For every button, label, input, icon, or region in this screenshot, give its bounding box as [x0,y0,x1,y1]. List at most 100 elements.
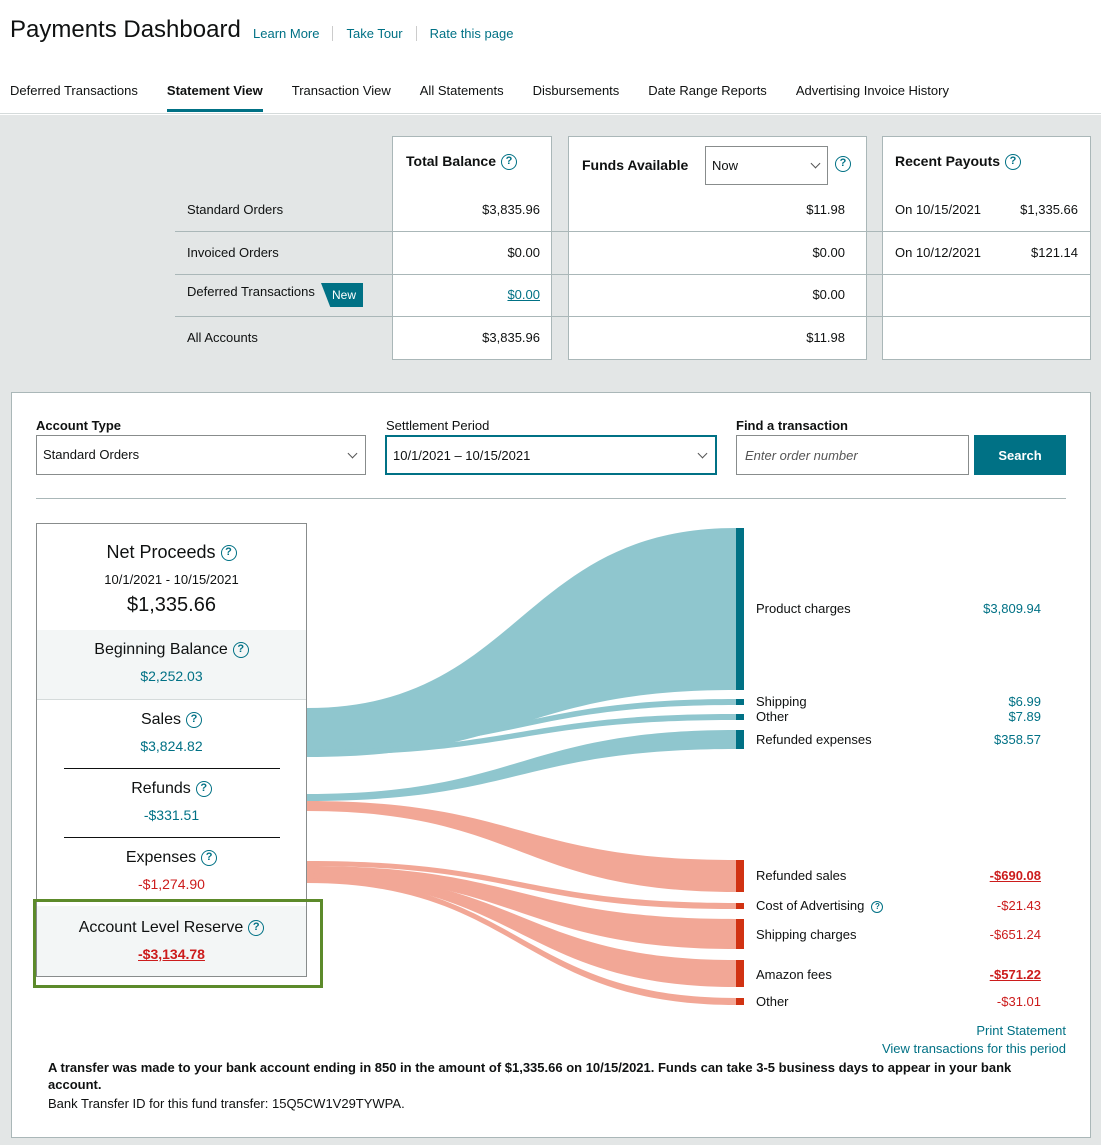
row-label-all-accounts: All Accounts [187,330,258,345]
tab-advertising-invoice-history[interactable]: Advertising Invoice History [795,83,949,98]
sales-title: Sales [140,711,182,728]
card-separator [64,768,280,769]
tab-statement-view[interactable]: Statement View [166,83,263,112]
node-refunded-expenses [736,730,744,749]
reserve-amount-link[interactable]: -$3,134.78 [138,946,205,962]
flow-refunded-sales [307,801,736,892]
flow-label-shipping: Shipping [756,694,807,709]
row-label-invoiced-orders: Invoiced Orders [187,245,279,260]
flow-value-product-charges: $3,809.94 [983,601,1041,616]
flow-product-charges [307,528,736,757]
payout-amount: $121.14 [1031,245,1078,260]
tab-date-range-reports[interactable]: Date Range Reports [648,83,767,98]
account-type-label: Account Type [36,418,121,433]
beginning-balance-heading: Beginning Balance? [37,641,306,659]
help-icon[interactable]: ? [248,919,265,936]
flow-shipping-charges [307,866,736,949]
new-badge: New [321,283,363,307]
settlement-period-select[interactable]: 10/1/2021 – 10/15/2021 [385,435,717,475]
flow-value-shipping: $6.99 [1008,694,1041,709]
reserve-block: Account Level Reserve? -$3,134.78 [37,919,306,962]
flow-value-other-credit: $7.89 [1008,709,1041,724]
total-balance-title: Total Balance [406,153,496,169]
expenses-amount: -$1,274.90 [138,876,205,892]
node-shipping [736,699,744,705]
net-proceeds-title: Net Proceeds [106,542,216,562]
help-icon[interactable]: ? [835,156,851,172]
flow-value-other-debit: -$31.01 [996,994,1041,1009]
funds-standard-orders: $11.98 [806,202,845,217]
page-title: Payments Dashboard [10,16,241,43]
section-divider [36,498,1066,499]
tab-transaction-view[interactable]: Transaction View [291,83,391,98]
funds-timeframe-select[interactable]: Now [705,146,828,185]
node-shipping-charges [736,919,744,949]
funds-deferred: $0.00 [812,287,845,302]
find-transaction-label: Find a transaction [736,418,848,433]
settlement-period-label: Settlement Period [386,418,490,433]
account-type-select[interactable]: Standard Orders [36,435,366,475]
transfer-note: A transfer was made to your bank account… [48,1060,1012,1092]
payout-date: On 10/15/2021 [895,202,982,217]
cost-of-advertising-label: Cost of Advertising [756,898,865,913]
recent-payouts-heading: Recent Payouts? [895,153,1022,171]
flow-label-amazon-fees: Amazon fees [756,967,832,982]
flow-value-amazon-fees[interactable]: -$571.22 [989,967,1041,982]
node-cost-of-advertising [736,903,744,909]
funds-invoiced-orders: $0.00 [812,245,845,260]
print-statement-link[interactable]: Print Statement [976,1023,1066,1038]
expenses-block: Expenses? -$1,274.90 [37,849,306,892]
rate-page-link[interactable]: Rate this page [415,26,527,41]
reserve-title: Account Level Reserve [78,919,244,936]
learn-more-link[interactable]: Learn More [253,26,320,41]
node-refunded-sales [736,860,744,892]
reserve-section [37,906,306,976]
recent-payouts-title: Recent Payouts [895,153,1001,169]
tab-bar: Deferred Transactions Statement View Tra… [10,83,978,112]
tab-deferred-transactions[interactable]: Deferred Transactions [10,83,138,98]
view-transactions-link[interactable]: View transactions for this period [881,1041,1066,1056]
help-icon[interactable]: ? [501,154,517,171]
total-deferred-link[interactable]: $0.00 [507,287,540,302]
help-icon[interactable]: ? [232,641,249,658]
tab-all-statements[interactable]: All Statements [419,83,504,98]
beginning-balance-amount: $2,252.03 [140,668,203,684]
flow-value-refunded-expenses: $358.57 [994,732,1041,747]
help-icon[interactable]: ? [195,780,212,797]
flow-cost-of-advertising [307,861,736,909]
node-amazon-fees [736,960,744,987]
reserve-heading: Account Level Reserve? [37,919,306,937]
header-links: Learn More Take Tour Rate this page [253,26,526,41]
help-icon[interactable]: ? [1005,154,1022,171]
flow-refunded-expenses [307,730,736,801]
take-tour-link[interactable]: Take Tour [332,26,415,41]
sales-heading: Sales? [37,711,306,729]
net-proceeds-heading: Net Proceeds? [37,542,306,563]
help-icon[interactable]: ? [220,545,237,562]
expenses-title: Expenses [125,849,197,866]
search-button[interactable]: Search [974,435,1066,475]
funds-all-accounts: $11.98 [806,330,845,345]
help-icon[interactable]: ? [871,900,884,913]
row-divider [175,274,1091,275]
order-number-input[interactable] [736,435,969,475]
account-type-value: Standard Orders [43,447,140,462]
expenses-heading: Expenses? [37,849,306,867]
node-other-credit [736,714,744,720]
net-proceeds-section: Net Proceeds? 10/1/2021 - 10/15/2021 $1,… [37,542,306,617]
payout-amount: $1,335.66 [1020,202,1078,217]
net-proceeds-period: 10/1/2021 - 10/15/2021 [104,572,239,587]
total-all-accounts: $3,835.96 [482,330,540,345]
help-icon[interactable]: ? [186,711,203,728]
sales-block: Sales? $3,824.82 [37,711,306,754]
refunds-heading: Refunds? [37,780,306,798]
row-divider [175,231,1091,232]
flow-label-refunded-sales: Refunded sales [756,868,847,883]
flow-value-refunded-sales[interactable]: -$690.08 [989,868,1041,883]
row-divider [175,316,1091,317]
refunds-title: Refunds [131,780,191,797]
flow-label-other-debit: Other [756,994,789,1009]
help-icon[interactable]: ? [201,849,218,866]
tab-disbursements[interactable]: Disbursements [532,83,620,98]
flow-value-shipping-charges: -$651.24 [989,927,1041,942]
